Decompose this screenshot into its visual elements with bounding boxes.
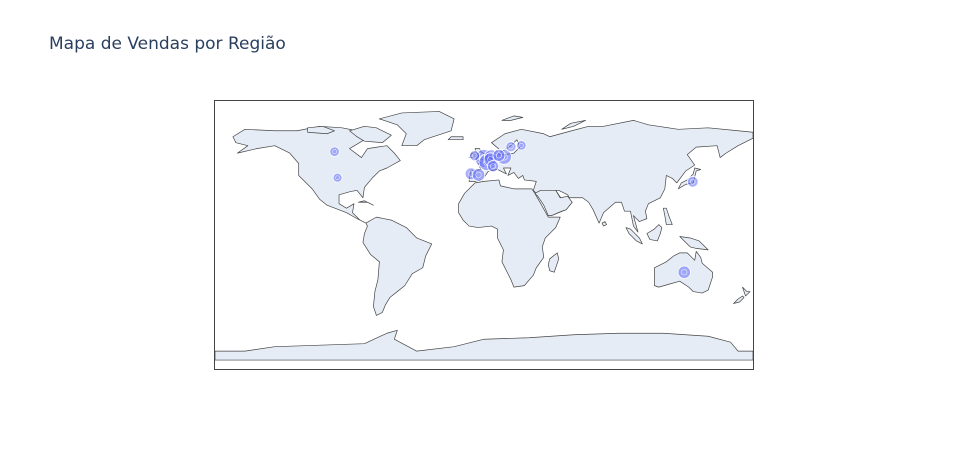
sales-marker-ring bbox=[690, 179, 696, 185]
land-cuba bbox=[358, 200, 374, 206]
sales-marker[interactable] bbox=[471, 168, 486, 182]
land-madagascar bbox=[547, 252, 560, 273]
land-new-zealand-south bbox=[733, 295, 745, 304]
land-new-zealand-north bbox=[742, 286, 751, 297]
sales-marker[interactable] bbox=[492, 149, 506, 162]
sales-marker-ring bbox=[508, 144, 514, 150]
land-victoria-island bbox=[307, 125, 335, 135]
sales-marker-ring bbox=[495, 152, 502, 159]
land-layer bbox=[215, 111, 753, 361]
land-sri-lanka bbox=[601, 221, 607, 227]
land-south-america bbox=[362, 216, 433, 316]
land-greenland bbox=[379, 111, 455, 147]
world-map[interactable] bbox=[214, 100, 754, 370]
sales-marker-ring bbox=[681, 269, 688, 276]
sales-marker-ring bbox=[475, 171, 482, 178]
sales-marker[interactable] bbox=[329, 146, 340, 157]
land-philippines bbox=[662, 207, 673, 225]
sales-marker-ring bbox=[335, 175, 340, 181]
sales-marker[interactable] bbox=[469, 150, 481, 162]
world-map-svg bbox=[215, 111, 753, 361]
sales-marker-ring bbox=[518, 142, 524, 148]
sales-marker[interactable] bbox=[486, 160, 500, 173]
land-eurasia bbox=[468, 120, 753, 233]
sales-marker[interactable] bbox=[505, 141, 517, 153]
sales-marker[interactable] bbox=[677, 265, 691, 279]
land-novaya-zemlya bbox=[561, 120, 586, 130]
land-antarctica bbox=[215, 329, 753, 361]
land-iceland bbox=[447, 136, 464, 141]
land-arabia bbox=[534, 189, 573, 216]
land-africa bbox=[458, 179, 561, 288]
land-new-guinea bbox=[679, 236, 709, 251]
land-baffin bbox=[349, 125, 392, 144]
sales-marker-ring bbox=[472, 153, 478, 159]
marker-layer bbox=[329, 140, 699, 279]
map-title: Mapa de Vendas por Região bbox=[49, 34, 286, 54]
sales-marker[interactable] bbox=[332, 172, 343, 183]
land-borneo bbox=[646, 224, 663, 242]
sales-marker-ring bbox=[332, 149, 338, 155]
sales-marker-ring bbox=[490, 163, 496, 170]
sales-marker[interactable] bbox=[686, 176, 699, 188]
land-svalbard bbox=[501, 115, 524, 121]
sales-marker[interactable] bbox=[516, 140, 527, 151]
land-sumatra bbox=[625, 227, 643, 245]
